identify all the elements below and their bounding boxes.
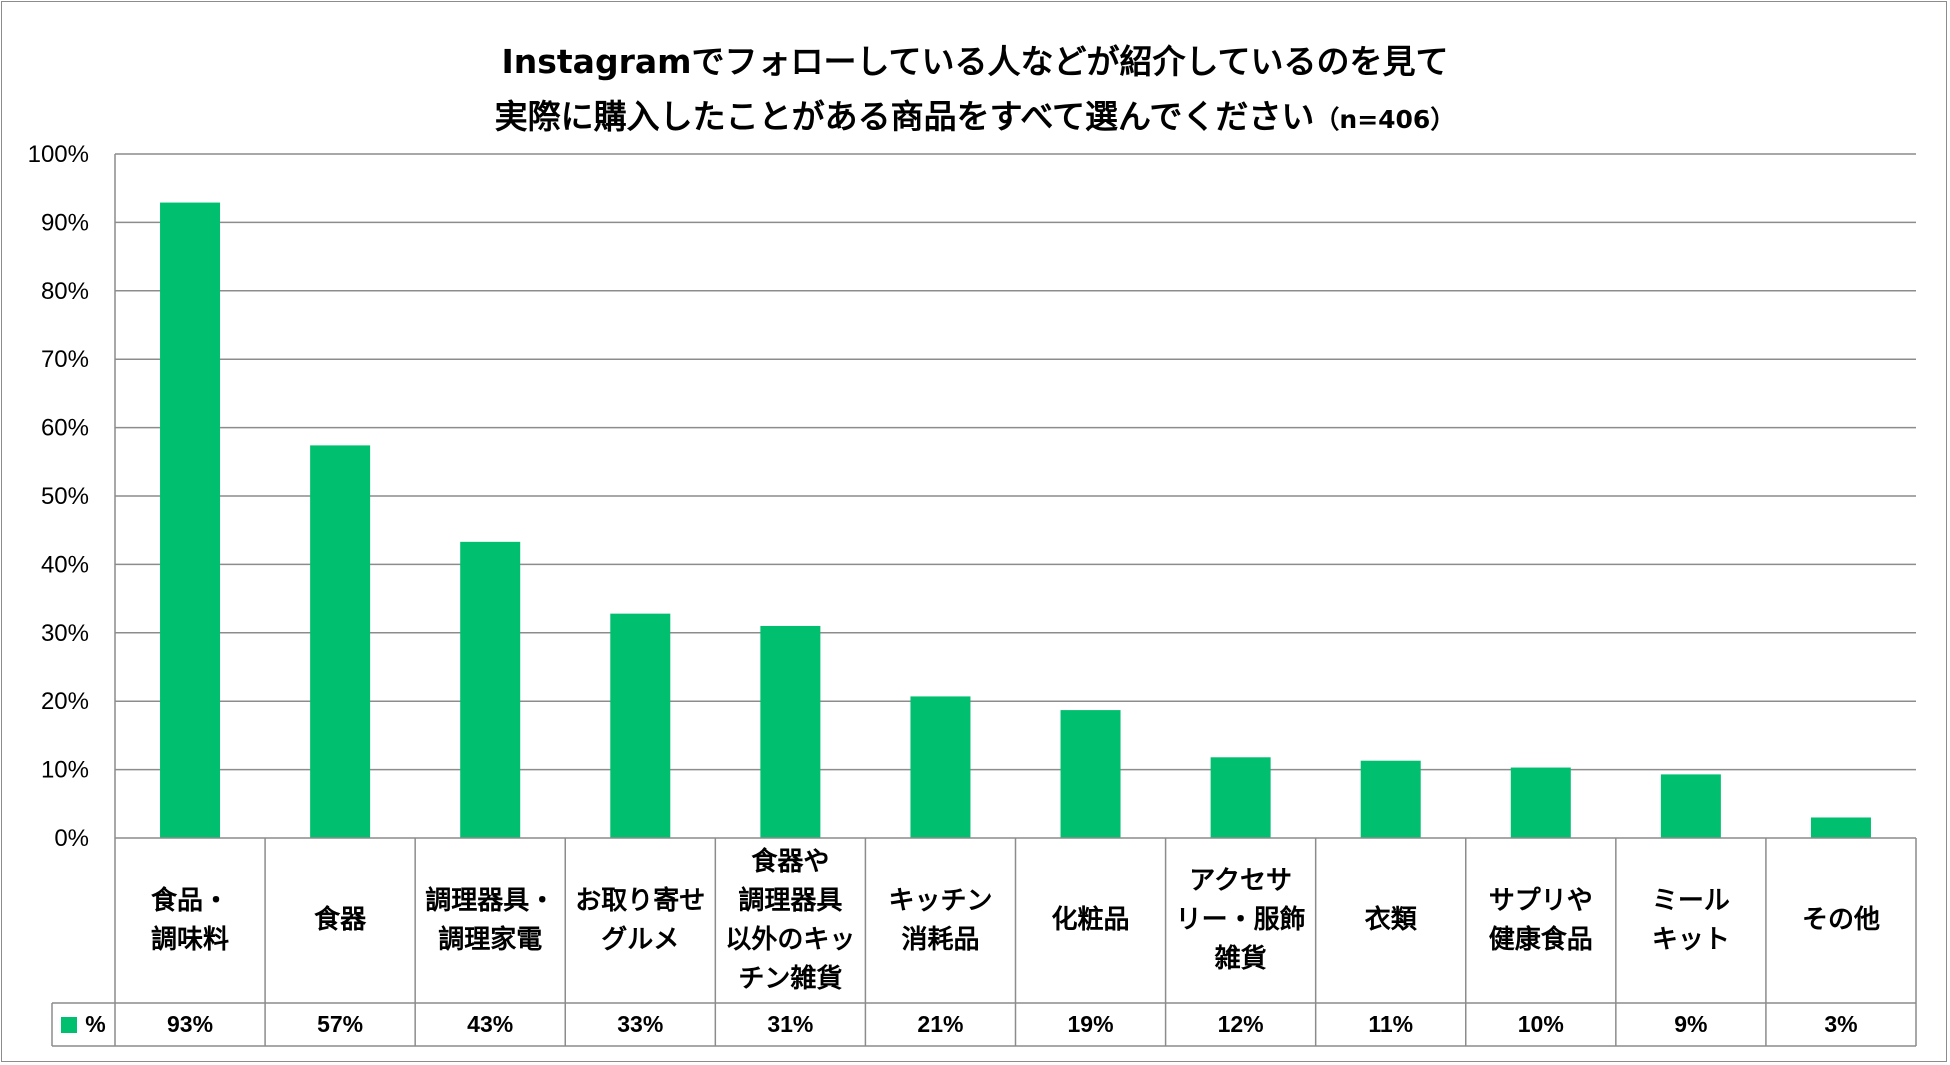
bar	[310, 445, 371, 838]
y-tick-label: 60%	[41, 415, 89, 442]
y-tick-label: 30%	[41, 620, 89, 647]
bar	[1510, 767, 1571, 838]
x-category-label: 衣類	[1364, 905, 1417, 935]
chart-title-line2: 実際に購入したことがある商品をすべて選んでください（n=406）	[0, 89, 1950, 147]
bar	[610, 613, 671, 838]
data-label: 93%	[167, 1011, 214, 1037]
data-label: 10%	[1517, 1011, 1564, 1037]
data-label: 19%	[1067, 1011, 1114, 1037]
x-category-label: お取り寄せ グルメ	[575, 885, 706, 955]
y-tick-label: 40%	[41, 551, 89, 578]
data-label: 31%	[767, 1011, 814, 1037]
bar	[1060, 710, 1121, 838]
y-tick-label: 20%	[41, 688, 89, 715]
x-category-label: ミール キット	[1651, 885, 1730, 955]
bar	[1360, 760, 1421, 838]
x-category-label: 調理器具・ 調理家電	[425, 885, 556, 955]
data-label: 33%	[617, 1011, 664, 1037]
bar	[1810, 817, 1871, 838]
data-label: 57%	[317, 1011, 364, 1037]
y-tick-label: 100%	[28, 141, 89, 168]
data-label: 11%	[1368, 1011, 1414, 1037]
x-category-label: 化粧品	[1051, 905, 1130, 935]
x-category-label: キッチン 消耗品	[888, 885, 993, 955]
x-category-label: 食器や 調理器具 以外のキッ チン雑貨	[725, 846, 856, 994]
chart-title-note: （n=406）	[1314, 105, 1456, 134]
data-label: 3%	[1824, 1011, 1858, 1037]
x-category-label: 食品・ 調味料	[151, 885, 230, 955]
x-category-label: その他	[1801, 905, 1880, 935]
chart-title: Instagramでフォローしている人などが紹介しているのを見て 実際に購入した…	[0, 34, 1950, 147]
x-category-label: 食器	[314, 905, 367, 935]
chart-title-line2-text: 実際に購入したことがある商品をすべて選んでください	[494, 97, 1315, 136]
x-category-label: サプリや 健康食品	[1488, 885, 1593, 955]
x-category-label: アクセサ リー・服飾 雑貨	[1175, 866, 1306, 974]
bar	[910, 696, 971, 838]
data-label: 9%	[1674, 1011, 1708, 1037]
bar	[460, 541, 521, 838]
bar	[1660, 774, 1721, 838]
legend-label: %	[85, 1011, 106, 1037]
bar	[760, 625, 821, 838]
bar	[160, 202, 221, 839]
data-label: 12%	[1217, 1011, 1264, 1037]
data-label: 43%	[467, 1011, 514, 1037]
y-tick-label: 80%	[41, 278, 89, 305]
legend-swatch	[61, 1016, 78, 1033]
y-tick-label: 0%	[54, 825, 89, 852]
y-tick-label: 50%	[41, 483, 89, 510]
legend: %	[52, 1003, 115, 1046]
y-tick-label: 90%	[41, 209, 89, 236]
y-tick-label: 70%	[41, 346, 89, 373]
y-tick-label: 10%	[41, 757, 89, 784]
bar	[1210, 757, 1271, 838]
data-label: 21%	[917, 1011, 964, 1037]
chart-title-line1: Instagramでフォローしている人などが紹介しているのを見て	[501, 42, 1449, 81]
